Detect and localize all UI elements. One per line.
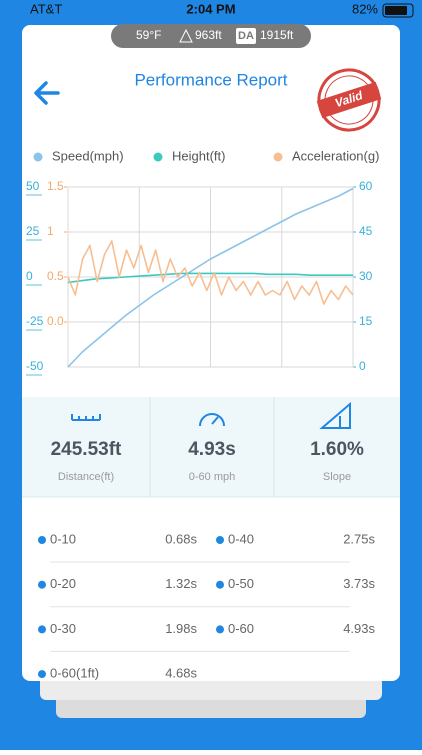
split-label: 0-30: [50, 621, 76, 636]
elevation: 963ft: [195, 28, 222, 42]
stat-label: 0-60 mph: [189, 471, 235, 483]
page-title: Performance Report: [134, 70, 287, 89]
speed-needle: [211, 416, 219, 425]
stat-value: 245.53ft: [51, 439, 122, 460]
valid-stamp: Valid: [316, 68, 382, 132]
split-time: 4.93s: [343, 621, 375, 636]
legend-label: Acceleration(g): [292, 148, 379, 163]
da-badge: DA: [238, 30, 254, 42]
legend-label: Speed(mph): [52, 148, 124, 163]
series-line: [67, 272, 353, 284]
chart: Speed(mph) Height(ft) Acceleration(g) 50 25 0…: [26, 148, 379, 376]
density-altitude: 1915ft: [260, 28, 294, 42]
split-time: 1.32s: [165, 576, 197, 591]
split-time: 1.98s: [165, 621, 197, 636]
back-button[interactable]: [34, 81, 60, 105]
y-tick-label: 50: [26, 179, 40, 193]
split-dot: [216, 536, 224, 544]
y2-tick-label: 0: [359, 359, 366, 373]
conditions-pill: [111, 24, 311, 48]
y3-tick-label: 0.5: [47, 269, 64, 283]
stat-label: Distance(ft): [58, 471, 114, 483]
y2-tick-label: 45: [359, 224, 373, 238]
legend-label: Height(ft): [172, 148, 225, 163]
split-time: 2.75s: [343, 531, 375, 546]
y-tick-label: 25: [26, 224, 40, 238]
stat-value: 1.60%: [310, 439, 364, 460]
split-label: 0-50: [228, 576, 254, 591]
distance-icon: [71, 414, 101, 421]
y-tick-label: 0: [26, 269, 33, 283]
y3-tick-label: 1.5: [47, 179, 64, 193]
y-tick-label: -50: [26, 359, 44, 373]
legend-swatch: [153, 152, 163, 162]
splits: 0-10 0.68s 0-40 2.75s 0-20 1.32s 0-50 3.73s 0-30…: [38, 531, 375, 681]
battery-level: 82%: [352, 1, 378, 16]
stat-label: Slope: [323, 471, 351, 483]
y2-tick-label: 30: [359, 269, 373, 283]
split-label: 0-10: [50, 531, 76, 546]
split-dot: [216, 625, 224, 634]
split-time: 3.73s: [343, 576, 375, 591]
split-dot: [38, 670, 46, 679]
split-dot: [38, 536, 46, 544]
elevation-icon: [179, 28, 193, 43]
y2-tick-label: 15: [359, 314, 373, 328]
split-label: 0-60(1ft): [50, 666, 99, 681]
battery-icon: [382, 3, 414, 18]
stack-card: [40, 676, 382, 700]
split-dot: [38, 625, 46, 634]
carrier: AT&T: [30, 1, 62, 16]
series-line: [67, 187, 354, 368]
temperature: 59°F: [136, 28, 161, 42]
stamp-band: [316, 81, 382, 119]
y3-tick-label: 1: [47, 224, 54, 238]
stats: 245.53ft Distance(ft) 4.93s 0-60 mph 1.60% Sl…: [51, 439, 364, 483]
clock: 2:04 PM: [186, 1, 235, 16]
split-time: 0.68s: [165, 531, 197, 546]
split-label: 0-20: [50, 576, 76, 591]
y2-tick-label: 60: [359, 179, 373, 193]
battery-fill: [385, 6, 407, 15]
split-label: 0-60: [228, 621, 254, 636]
split-time: 4.68s: [165, 666, 197, 681]
da-badge-bg: [236, 28, 256, 44]
speed-icon: [199, 413, 225, 427]
y3-tick-label: 0.0: [47, 314, 64, 328]
slope-icon: [319, 401, 351, 429]
y-tick-label: -25: [26, 314, 44, 328]
legend-swatch: [273, 152, 283, 162]
split-dot: [216, 580, 224, 589]
series-line: [67, 240, 354, 305]
legend-swatch: [33, 152, 43, 162]
split-dot: [38, 580, 46, 589]
stat-value: 4.93s: [188, 439, 236, 460]
split-label: 0-40: [228, 531, 254, 546]
